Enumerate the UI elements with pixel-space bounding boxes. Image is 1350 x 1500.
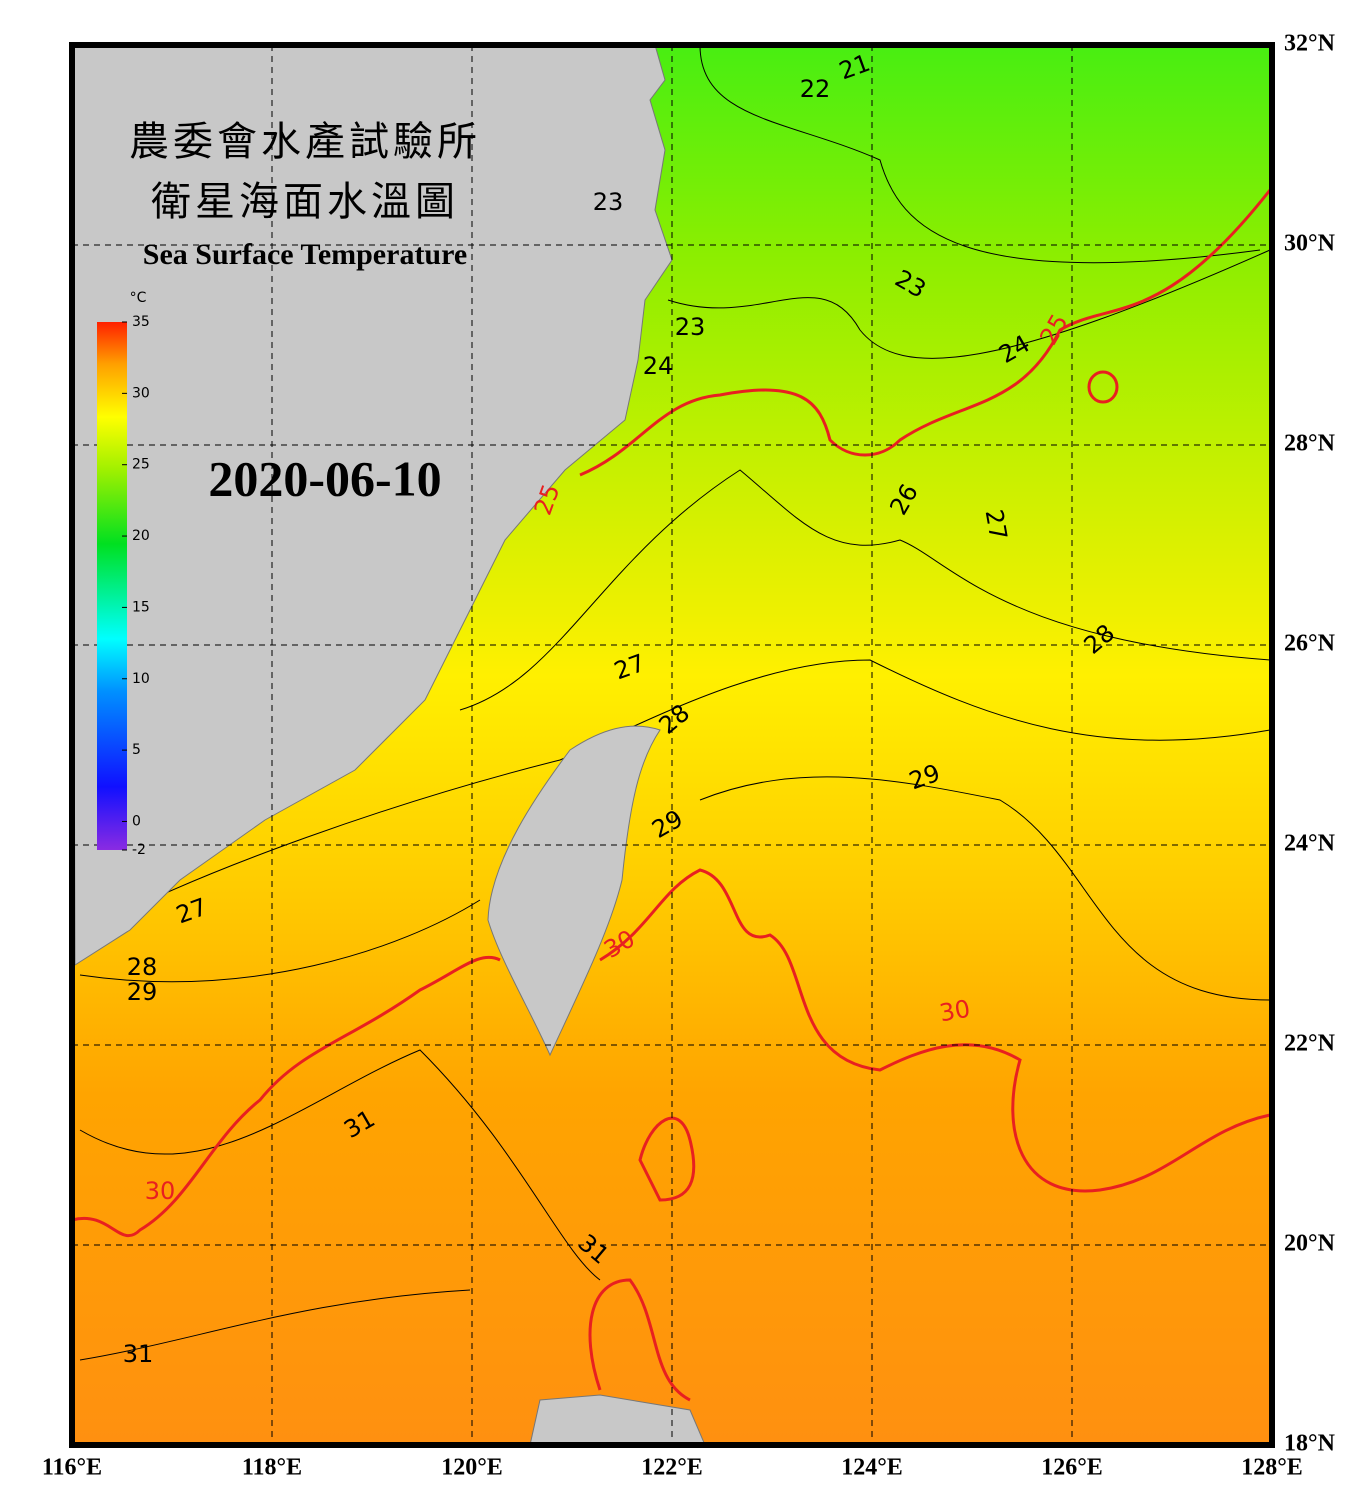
land bbox=[72, 45, 706, 1445]
colorbar-tick-label: 5 bbox=[132, 742, 141, 758]
contour-line bbox=[79, 776, 1271, 1001]
contour-line bbox=[699, 45, 1261, 264]
contour-line bbox=[459, 469, 1271, 711]
contour-label: 31 bbox=[123, 1340, 154, 1368]
lon-label: 128°E bbox=[1241, 1455, 1303, 1481]
colorbar-tick-label: 15 bbox=[132, 599, 150, 615]
lon-label: 126°E bbox=[1041, 1455, 1103, 1481]
contour-label: 23 bbox=[675, 313, 706, 341]
contour-label: 30 bbox=[145, 1177, 176, 1205]
colorbar-tick-label: 10 bbox=[132, 671, 150, 687]
colorbar-tick-label: 30 bbox=[132, 385, 150, 401]
contour-line bbox=[79, 1049, 601, 1361]
colorbar bbox=[97, 322, 127, 850]
contour-line bbox=[599, 868, 1271, 1193]
colorbar-tick-label: -2 bbox=[132, 842, 146, 858]
contour-label: 30 bbox=[937, 995, 972, 1028]
lon-label: 118°E bbox=[242, 1455, 302, 1481]
luzon bbox=[529, 1394, 706, 1445]
lat-label: 26°N bbox=[1284, 631, 1336, 657]
contour-label: 22 bbox=[800, 75, 831, 103]
lon-label: 120°E bbox=[441, 1455, 503, 1481]
lat-label: 18°N bbox=[1284, 1431, 1336, 1457]
lon-label: 122°E bbox=[641, 1455, 703, 1481]
contour-line bbox=[588, 1278, 691, 1402]
lat-label: 28°N bbox=[1284, 431, 1336, 457]
contour-line bbox=[1087, 370, 1119, 404]
contour-line bbox=[72, 955, 501, 1238]
lon-label: 116°E bbox=[42, 1455, 102, 1481]
lat-label: 20°N bbox=[1284, 1231, 1336, 1257]
taiwan bbox=[487, 725, 661, 1057]
title-zh: 衛星海面水溫圖 bbox=[151, 179, 459, 225]
lat-label: 22°N bbox=[1284, 1031, 1336, 1057]
title-en: Sea Surface Temperature bbox=[143, 238, 467, 271]
contour-line bbox=[667, 249, 1271, 359]
contour-line bbox=[638, 1116, 696, 1202]
lat-label: 24°N bbox=[1284, 831, 1336, 857]
title-zh: 農委會水產試驗所 bbox=[129, 119, 481, 165]
lat-label: 30°N bbox=[1284, 231, 1336, 257]
colorbar-unit: °C bbox=[130, 290, 147, 306]
map-frame bbox=[69, 42, 1275, 1448]
colorbar-tick-label: 20 bbox=[132, 528, 150, 544]
colorbar-tick-label: 0 bbox=[132, 813, 141, 829]
colorbar-tick-label: 35 bbox=[132, 314, 150, 330]
lon-label: 124°E bbox=[841, 1455, 903, 1481]
colorbar-tick-label: 25 bbox=[132, 457, 150, 473]
lat-label: 32°N bbox=[1284, 31, 1336, 57]
contour-line bbox=[579, 189, 1272, 477]
contour-label: 28 bbox=[127, 953, 158, 981]
contour-label: 23 bbox=[593, 188, 624, 216]
date: 2020-06-10 bbox=[208, 450, 441, 506]
contour-label: 29 bbox=[127, 978, 158, 1006]
contour-label: 27 bbox=[980, 507, 1013, 542]
red-contours bbox=[72, 189, 1272, 1402]
contour-label: 24 bbox=[643, 352, 674, 380]
